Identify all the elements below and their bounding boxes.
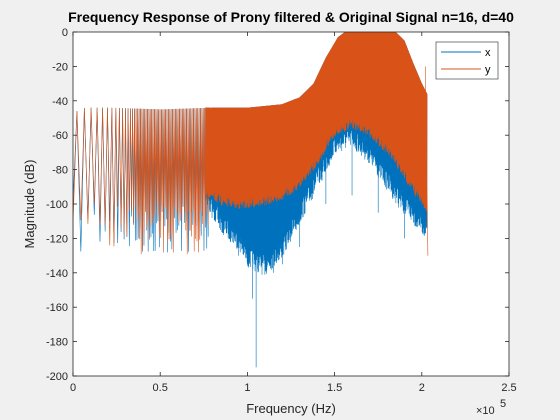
y-tick-label: -120 — [46, 233, 68, 245]
y-axis-label: Magnitude (dB) — [22, 160, 37, 249]
x-tick-label: 1.5 — [327, 382, 342, 394]
y-tick-label: -180 — [46, 337, 68, 349]
ticks-layer: 0 0.5 1 1.5 2 2.5 0 -20 -40 -60 -80 -100 -120 -140 -16… — [46, 27, 517, 394]
x-axis-label: Frequency (Hz) — [246, 401, 336, 416]
series-line-y — [73, 32, 429, 308]
legend: x y — [435, 41, 499, 80]
y-tick-label: -60 — [52, 130, 68, 142]
x-tick-label: 2.5 — [501, 382, 516, 394]
legend-label-x: x — [485, 47, 491, 59]
y-tick-label: -100 — [46, 199, 68, 211]
y-tick-label: 0 — [62, 27, 68, 39]
y-tick-label: -40 — [52, 96, 68, 108]
chart-title: Frequency Response of Prony filtered & O… — [68, 9, 514, 25]
legend-label-y: y — [485, 64, 491, 76]
x-tick-label: 0 — [70, 382, 76, 394]
x-tick-label: 0.5 — [153, 382, 168, 394]
legend-box — [435, 41, 499, 80]
x-exponent-label: ×10 — [476, 405, 495, 417]
series-layer — [73, 32, 429, 368]
x-tick-label: 2 — [419, 382, 425, 394]
x-exponent-value: 5 — [500, 398, 506, 410]
x-tick-label: 1 — [244, 382, 250, 394]
y-tick-label: -160 — [46, 302, 68, 314]
y-tick-label: -20 — [52, 61, 68, 73]
y-tick-label: -140 — [46, 268, 68, 280]
y-tick-label: -80 — [52, 165, 68, 177]
y-tick-label: -200 — [46, 371, 68, 383]
